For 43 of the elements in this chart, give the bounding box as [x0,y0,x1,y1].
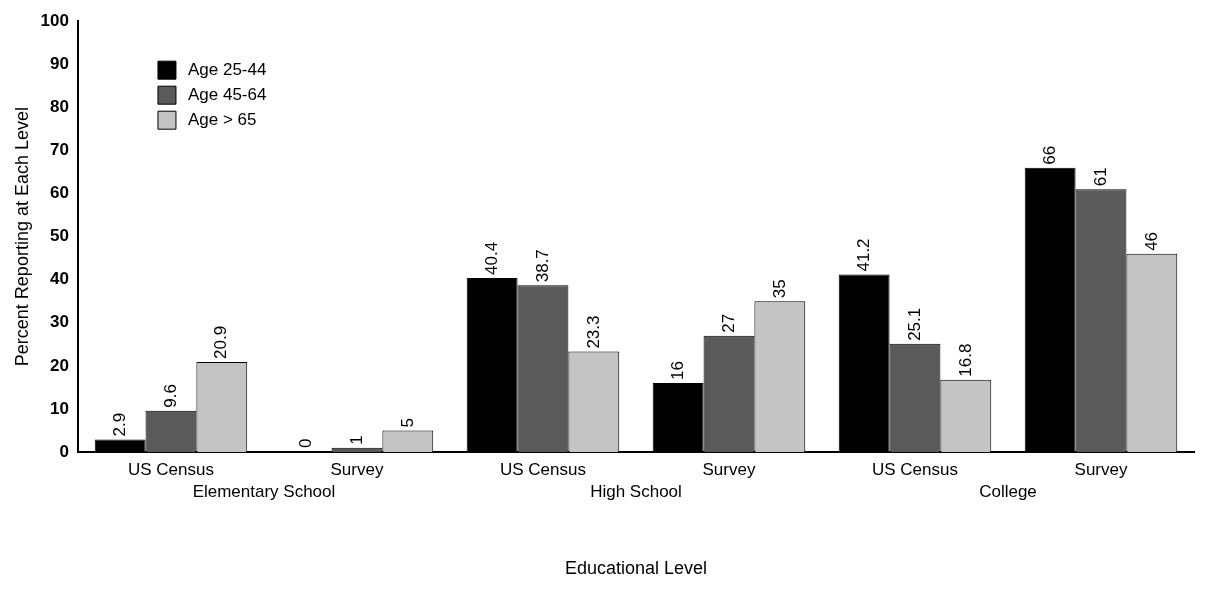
y-tick-label: 40 [50,269,69,289]
data-label: 66 [1039,145,1059,165]
y-tick-label: 70 [50,140,69,160]
y-tick-label: 0 [59,441,69,461]
y-tick-label: 30 [50,312,69,332]
data-label: 61 [1090,167,1110,187]
x-tick-label: US Census [127,459,214,479]
y-tick-label: 90 [50,53,69,73]
text: College [979,482,1037,502]
x-tick-label: Survey [330,459,384,479]
data-label: 23.3 [583,315,603,349]
data-label: 1 [346,435,366,445]
y-tick-label: 80 [50,97,69,117]
x-tick-label: Survey [702,459,756,479]
data-label: 41.2 [853,238,873,272]
data-label: 0 [295,438,315,448]
data-label: 16.8 [955,343,975,377]
legend-label: Age > 65 [187,109,257,129]
y-tick-label: 50 [50,226,69,246]
data-label: 35 [769,279,789,299]
data-label: 9.6 [160,384,180,408]
x-tick-label: US Census [872,459,958,479]
y-tick-label: 100 [40,10,69,30]
data-label: 38.7 [532,249,552,283]
x-tick-label: US Census [499,459,586,479]
y-tick-label: 10 [50,398,69,418]
data-label: 20.9 [211,325,231,359]
text: High School [590,482,682,502]
data-label: 5 [397,417,417,428]
data-label: 46 [1141,231,1161,251]
x-axis-title: Educational Level [564,558,708,579]
data-label: 40.4 [481,241,501,275]
y-tick-label: 20 [50,355,69,375]
legend-label: Age 45-64 [187,84,267,104]
y-axis-title: Percent Reporting at Each Level [11,107,32,367]
x-tick-label: Survey [1074,459,1128,479]
data-label: 2.9 [109,412,129,437]
data-label: 16 [667,361,687,381]
data-label: 25.1 [904,307,924,341]
y-tick-label: 60 [50,183,69,203]
data-label: 27 [718,313,738,333]
legend-label: Age 25-44 [187,59,267,79]
text: Elementary School [192,482,336,502]
